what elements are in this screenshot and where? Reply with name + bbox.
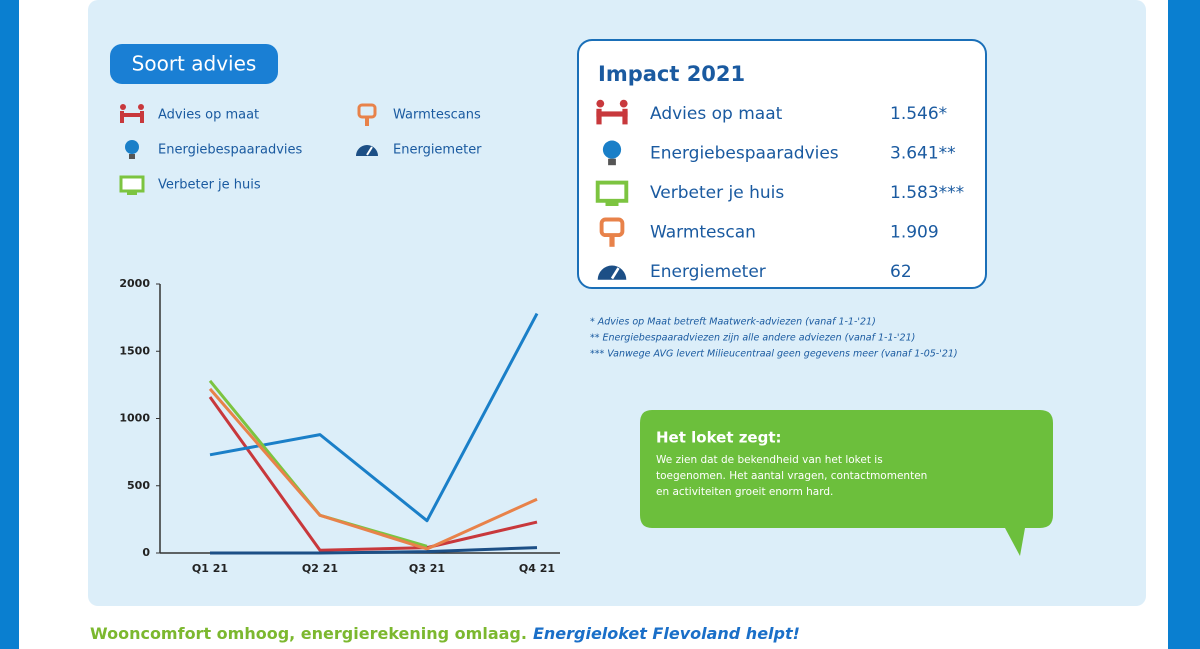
footnote: ** Energiebespaaradviezen zijn alle ande… xyxy=(590,333,915,344)
y-tick-label: 1500 xyxy=(119,344,150,357)
impact-box xyxy=(577,39,987,289)
icon xyxy=(602,140,622,166)
y-tick-label: 500 xyxy=(127,479,150,492)
icon xyxy=(125,140,139,159)
footnote: *** Vanwege AVG levert Milieucentraal ge… xyxy=(590,349,958,360)
impact-value: 3.641** xyxy=(890,144,956,164)
icon xyxy=(599,217,625,247)
bubble-text: toegenomen. Het aantal vragen, contactmo… xyxy=(656,470,927,482)
impact-name: Verbeter je huis xyxy=(650,183,784,203)
y-tick-label: 0 xyxy=(142,546,150,559)
impact-name: Energiemeter xyxy=(650,262,766,282)
side-bar xyxy=(1168,0,1200,649)
x-tick-label: Q3 21 xyxy=(409,562,445,575)
footer: Wooncomfort omhoog, energierekening omla… xyxy=(90,624,800,643)
footnote: * Advies op Maat betreft Maatwerk-adviez… xyxy=(590,317,876,328)
footer-highlight: Energieloket Flevoland helpt! xyxy=(533,624,800,643)
icon xyxy=(120,104,144,123)
x-tick-label: Q2 21 xyxy=(302,562,338,575)
icon xyxy=(356,145,378,156)
series-line xyxy=(208,387,538,551)
impact-title: Impact 2021 xyxy=(598,62,745,86)
y-tick-label: 1000 xyxy=(119,412,150,425)
icon xyxy=(119,175,145,195)
x-tick-label: Q1 21 xyxy=(192,562,228,575)
impact-value: 1.583*** xyxy=(890,183,964,203)
icon xyxy=(595,180,629,206)
impact-name: Advies op maat xyxy=(650,104,783,124)
impact-value: 1.546* xyxy=(890,104,947,124)
legend-label: Advies op maat xyxy=(158,108,259,123)
side-bar xyxy=(0,0,19,649)
impact-name: Energiebespaaradvies xyxy=(650,144,839,164)
icon xyxy=(357,103,377,126)
legend-label: Verbeter je huis xyxy=(158,178,261,193)
x-tick-label: Q4 21 xyxy=(519,562,555,575)
icon xyxy=(597,265,627,280)
series-line xyxy=(209,312,539,523)
impact-value: 62 xyxy=(890,262,912,282)
series-line xyxy=(208,396,538,552)
legend-title: Soort advies xyxy=(132,52,257,76)
impact-value: 1.909 xyxy=(890,223,939,243)
legend-label: Energiebespaaradvies xyxy=(158,143,303,158)
bubble-text: en activiteiten groeit enorm hard. xyxy=(656,486,833,498)
y-tick-label: 2000 xyxy=(119,277,150,290)
legend-label: Warmtescans xyxy=(393,108,481,123)
legend-label: Energiemeter xyxy=(393,143,482,158)
legend-title-box xyxy=(110,44,278,84)
bubble-title: Het loket zegt: xyxy=(656,429,782,447)
footer-text: Wooncomfort omhoog, energierekening omla… xyxy=(90,624,527,643)
icon xyxy=(596,99,628,125)
impact-name: Warmtescan xyxy=(650,223,756,243)
series-line xyxy=(210,546,538,555)
speech-bubble xyxy=(640,410,1053,556)
bubble-text: We zien dat de bekendheid van het loket … xyxy=(656,454,883,466)
